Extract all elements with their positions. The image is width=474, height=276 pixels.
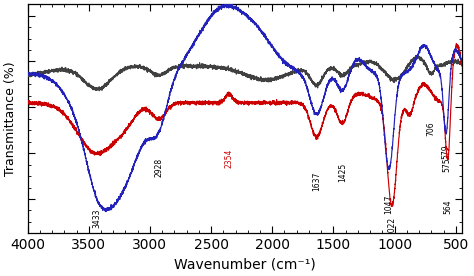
Text: 1425: 1425 [338, 162, 347, 182]
Text: 575: 575 [442, 158, 451, 172]
Text: 579: 579 [442, 144, 451, 159]
Text: 1637: 1637 [312, 171, 321, 191]
X-axis label: Wavenumber (cm⁻¹): Wavenumber (cm⁻¹) [174, 258, 316, 272]
Text: 2354: 2354 [225, 148, 234, 168]
Text: 706: 706 [426, 121, 435, 136]
Text: 1047: 1047 [384, 195, 393, 214]
Text: 564: 564 [444, 199, 453, 214]
Text: 1022: 1022 [387, 217, 396, 237]
Text: 3433: 3433 [92, 208, 101, 228]
Y-axis label: Transmittance (%): Transmittance (%) [4, 62, 17, 176]
Text: 2928: 2928 [154, 158, 163, 177]
